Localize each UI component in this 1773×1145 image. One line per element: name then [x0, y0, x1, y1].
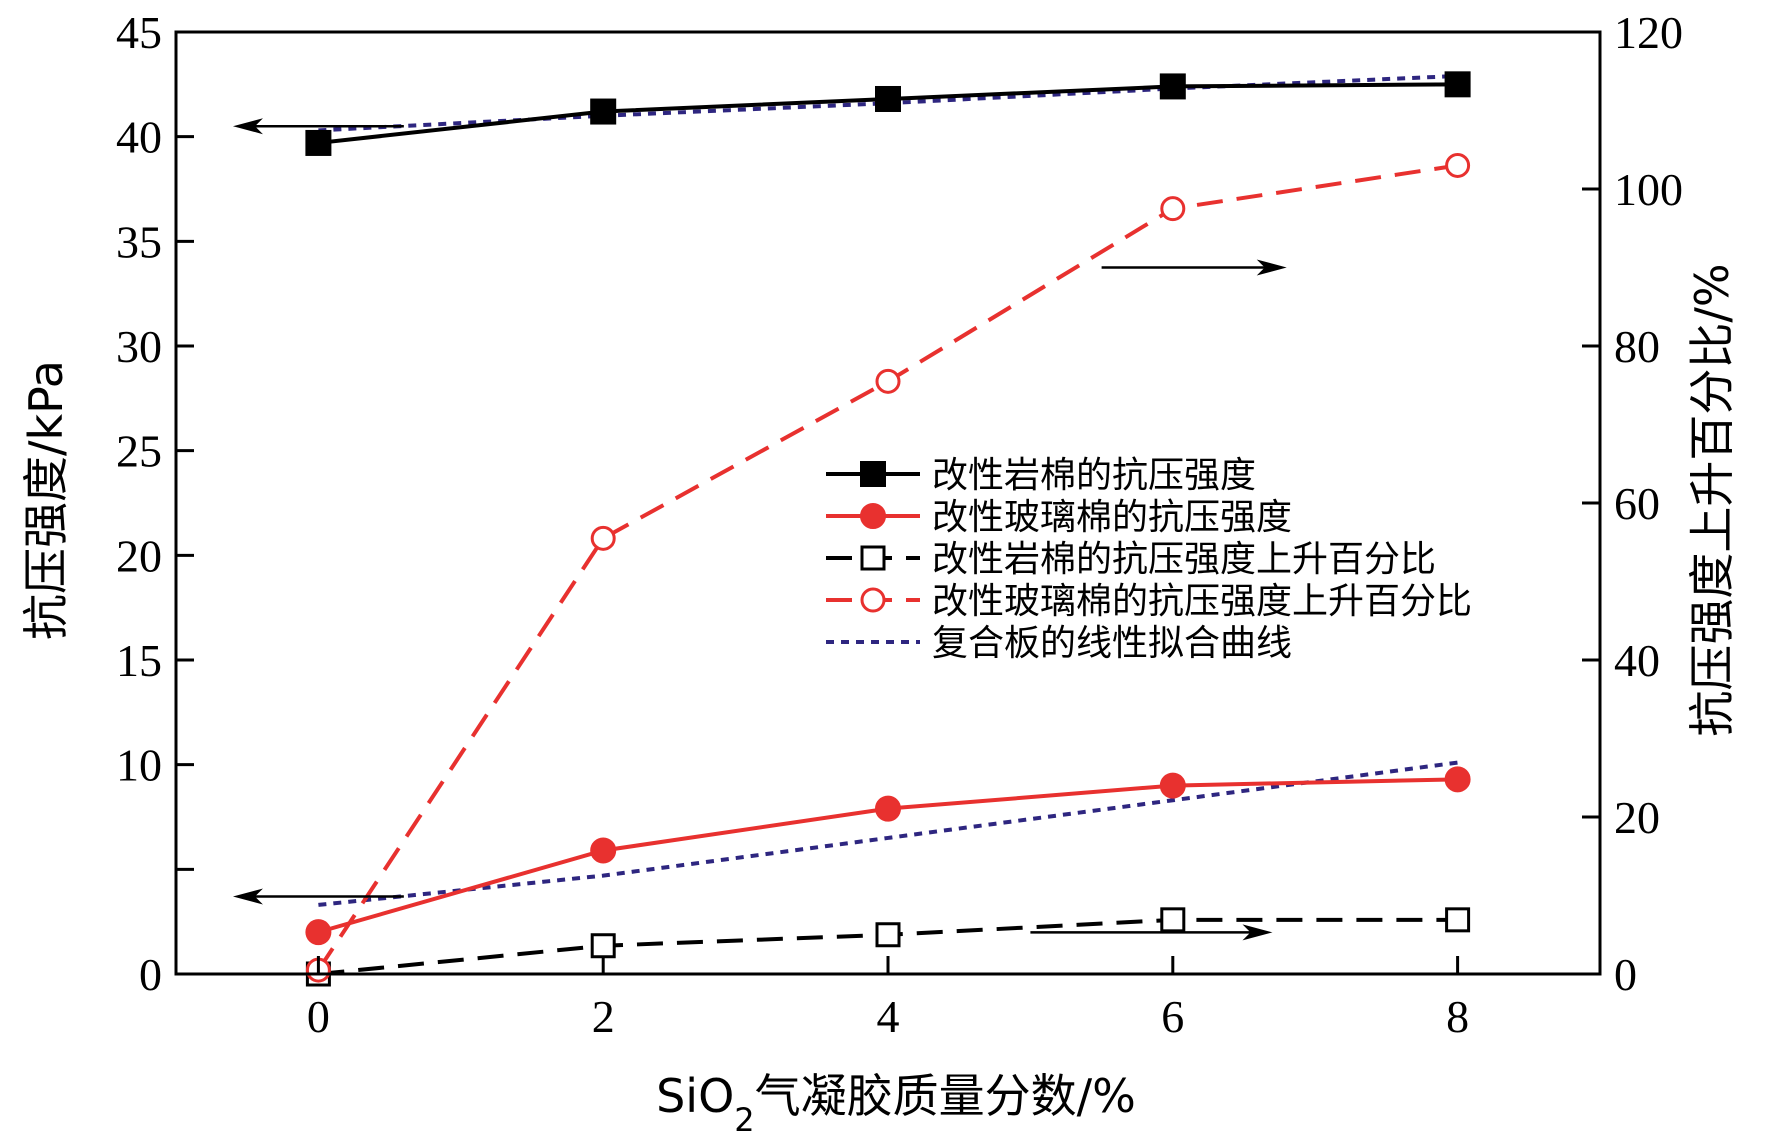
legend-item: 改性岩棉的抗压强度上升百分比: [826, 539, 1436, 580]
y-left-tick-label: 20: [116, 530, 162, 581]
data-point-open-square: [590, 933, 616, 959]
series-2: [305, 907, 1471, 987]
data-point-open-circle: [1445, 152, 1471, 178]
legend: 改性岩棉的抗压强度改性玻璃棉的抗压强度改性岩棉的抗压强度上升百分比改性玻璃棉的抗…: [826, 455, 1472, 664]
data-point-filled-square: [305, 129, 332, 156]
data-point-open-square: [1160, 907, 1186, 933]
y-left-tick-label: 40: [116, 112, 162, 163]
y-left-tick-label: 45: [116, 7, 162, 58]
series-5: [318, 760, 1458, 907]
data-point-open-square: [875, 922, 901, 948]
data-point-filled-square: [875, 85, 901, 112]
y-right-tick-label: 0: [1614, 949, 1637, 1000]
y-left-tick-label: 35: [116, 216, 162, 267]
y-axis-right-title: 抗压强度上升百分比/%: [1685, 263, 1739, 736]
x-axis-title-prefix: SiO: [656, 1069, 734, 1123]
y-left-tick-label: 30: [116, 321, 162, 372]
legend-label: 改性岩棉的抗压强度上升百分比: [932, 539, 1436, 580]
legend-item: 改性岩棉的抗压强度: [826, 455, 1256, 496]
data-point-filled-circle: [860, 503, 886, 529]
arrow-annotation: [232, 888, 404, 905]
data-point-filled-square: [590, 98, 617, 125]
y-right-tick-label: 120: [1614, 7, 1683, 58]
series-3: [305, 152, 1471, 983]
y-left-tick-label: 0: [139, 949, 162, 1000]
legend-label: 复合板的线性拟合曲线: [932, 623, 1292, 664]
x-axis-title-subscript: 2: [734, 1101, 754, 1139]
x-axis-title: SiO2气凝胶质量分数/%: [656, 1069, 1136, 1139]
y-left-tick-label: 25: [116, 426, 162, 477]
y-axis-left-title: 抗压强度/kPa: [19, 360, 73, 640]
data-point-open-circle: [590, 525, 616, 551]
legend-label: 改性岩棉的抗压强度: [932, 455, 1256, 496]
x-tick-label: 6: [1161, 991, 1184, 1042]
arrow-annotation: [1101, 259, 1287, 276]
data-point-filled-circle: [590, 837, 617, 864]
data-point-open-circle: [875, 368, 901, 394]
arrow-head: [1256, 259, 1287, 276]
arrow-annotation: [1030, 924, 1273, 941]
data-point-open-square: [1445, 907, 1471, 933]
legend-item: 改性玻璃棉的抗压强度上升百分比: [826, 581, 1472, 622]
legend-item: 改性玻璃棉的抗压强度: [826, 497, 1292, 538]
x-tick-label: 0: [307, 991, 330, 1042]
x-tick-label: 2: [592, 991, 615, 1042]
plot-frame: [174, 30, 1602, 976]
legend-label: 改性玻璃棉的抗压强度: [932, 497, 1292, 538]
y-right-tick-label: 20: [1614, 792, 1660, 843]
data-point-filled-circle: [1159, 772, 1186, 799]
series-1: [305, 766, 1471, 946]
data-point-filled-square: [860, 461, 886, 487]
x-tick-label: 4: [877, 991, 900, 1042]
data-point-filled-circle: [1444, 766, 1471, 793]
data-point-filled-circle: [305, 919, 332, 946]
series-line: [318, 760, 1458, 907]
legend-item: 复合板的线性拟合曲线: [826, 623, 1292, 664]
arrow-head: [232, 118, 263, 135]
arrow-annotation: [232, 118, 404, 135]
data-point-open-square: [860, 545, 886, 571]
data-point-filled-square: [1444, 71, 1471, 98]
data-point-filled-square: [1159, 73, 1186, 100]
series-0: [305, 71, 1471, 156]
y-right-tick-label: 100: [1614, 164, 1683, 215]
x-tick-label: 8: [1446, 991, 1469, 1042]
y-right-tick-label: 40: [1614, 635, 1660, 686]
arrow-head: [232, 888, 263, 905]
data-point-open-circle: [1160, 196, 1186, 222]
x-axis-title-suffix: 气凝胶质量分数/%: [755, 1069, 1136, 1123]
data-point-open-circle: [860, 587, 886, 613]
plot-area: [232, 71, 1471, 987]
y-right-tick-label: 60: [1614, 478, 1660, 529]
y-right-tick-label: 80: [1614, 321, 1660, 372]
data-point-filled-circle: [875, 795, 901, 822]
arrow-head: [1242, 924, 1273, 941]
y-left-tick-label: 15: [116, 635, 162, 686]
legend-label: 改性玻璃棉的抗压强度上升百分比: [932, 581, 1472, 622]
y-left-tick-label: 10: [116, 740, 162, 791]
